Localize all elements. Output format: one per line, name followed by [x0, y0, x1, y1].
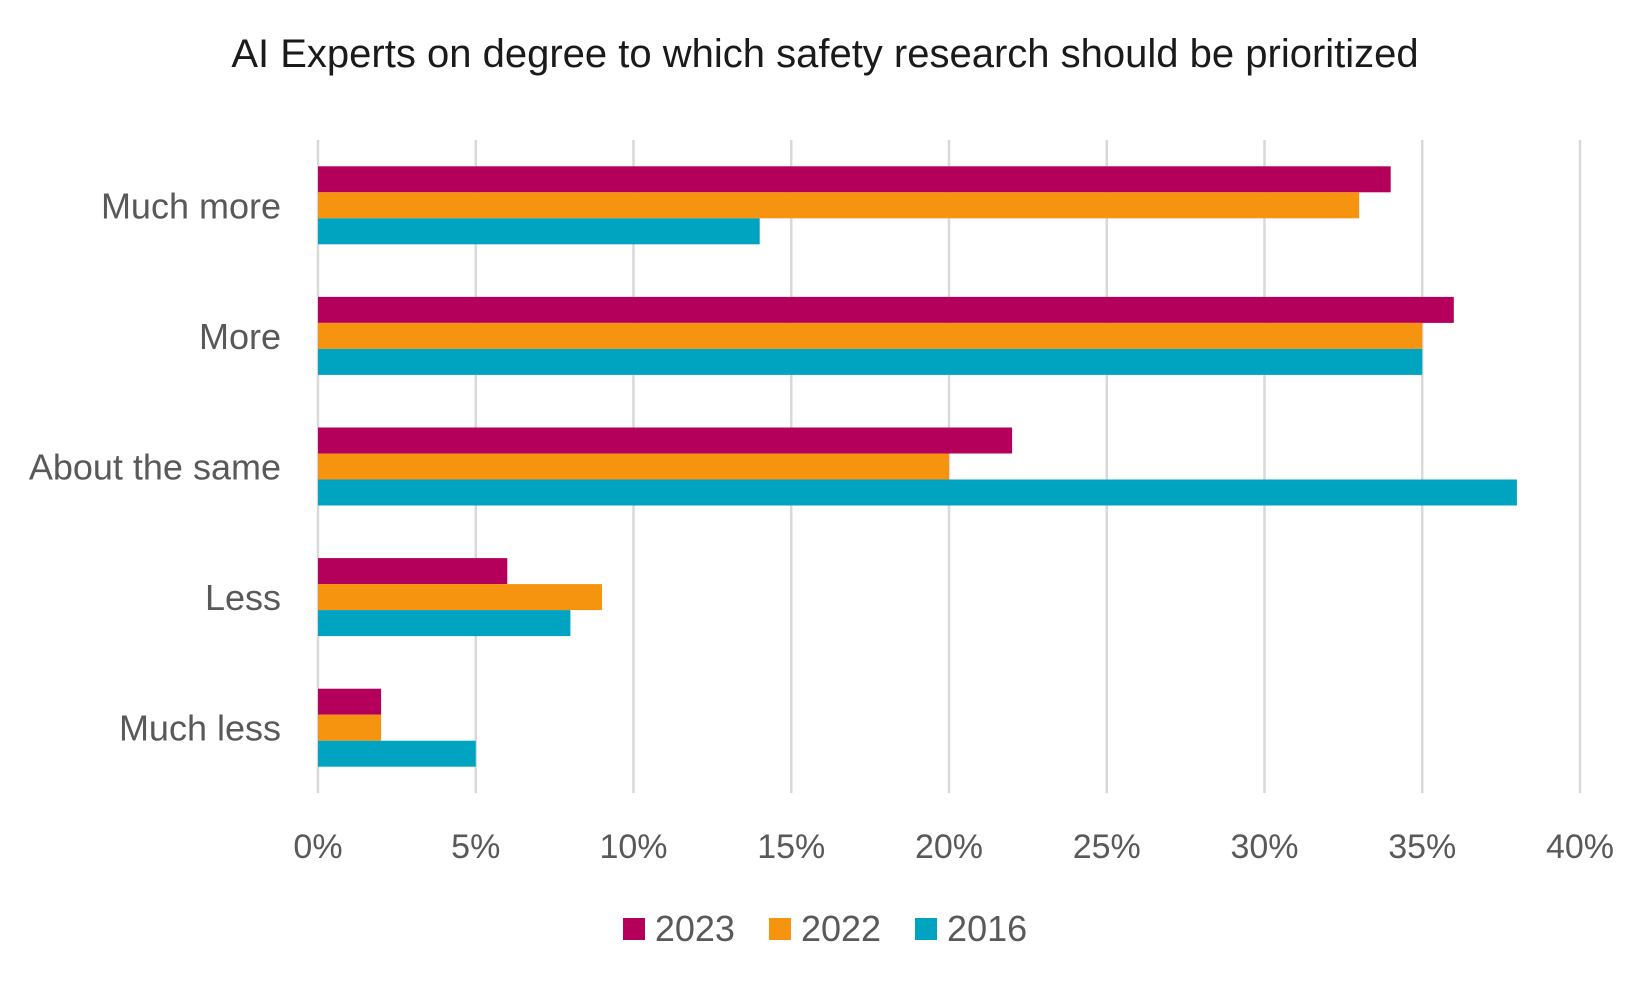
category-label: Less: [205, 577, 281, 618]
category-labels: Much more More About the same Less Much less: [29, 185, 281, 748]
bar-2016: [318, 348, 1423, 375]
x-axis-tick-labels: 0% 5% 10% 15% 20% 25% 30% 35% 40%: [293, 828, 1614, 866]
category-label: Much more: [101, 185, 281, 226]
bars: [318, 166, 1517, 767]
bar-2022: [318, 192, 1360, 219]
x-tick-label: 20%: [915, 828, 983, 866]
bar-2022: [318, 322, 1423, 349]
bar-2023: [318, 296, 1454, 323]
bar-2023: [318, 688, 382, 715]
bar-2023: [318, 558, 508, 585]
legend-label: 2023: [654, 908, 735, 949]
category-label: More: [199, 316, 281, 357]
legend-swatch: [622, 918, 645, 940]
bar-2022: [318, 584, 602, 611]
legend-label: 2022: [800, 908, 882, 949]
legend-swatch: [915, 918, 938, 940]
x-tick-label: 40%: [1546, 828, 1614, 866]
chart-title: AI Experts on degree to which safety res…: [231, 32, 1419, 76]
legend-item: 2016: [915, 908, 1027, 950]
legend-item: 2023: [622, 908, 735, 950]
x-tick-label: 25%: [1073, 828, 1141, 866]
category-label: About the same: [29, 447, 281, 488]
bar-2022: [318, 453, 949, 480]
bar-2023: [318, 427, 1013, 454]
x-tick-label: 0%: [293, 828, 342, 866]
category-label: Much less: [119, 708, 281, 749]
legend-label: 2016: [947, 908, 1028, 949]
bar-2016: [318, 218, 760, 245]
x-tick-label: 5%: [451, 828, 500, 866]
bar-2022: [318, 714, 382, 741]
x-tick-label: 15%: [757, 828, 825, 866]
legend: 2023 2022 2016: [0, 908, 1650, 950]
x-tick-label: 35%: [1388, 828, 1456, 866]
bar-2016: [318, 740, 476, 767]
bar-2023: [318, 166, 1391, 193]
bar-2016: [318, 610, 571, 637]
x-tick-label: 10%: [599, 828, 667, 866]
legend-swatch: [768, 918, 791, 940]
bar-2016: [318, 479, 1517, 506]
legend-item: 2022: [768, 908, 882, 950]
x-tick-label: 30%: [1230, 828, 1298, 866]
